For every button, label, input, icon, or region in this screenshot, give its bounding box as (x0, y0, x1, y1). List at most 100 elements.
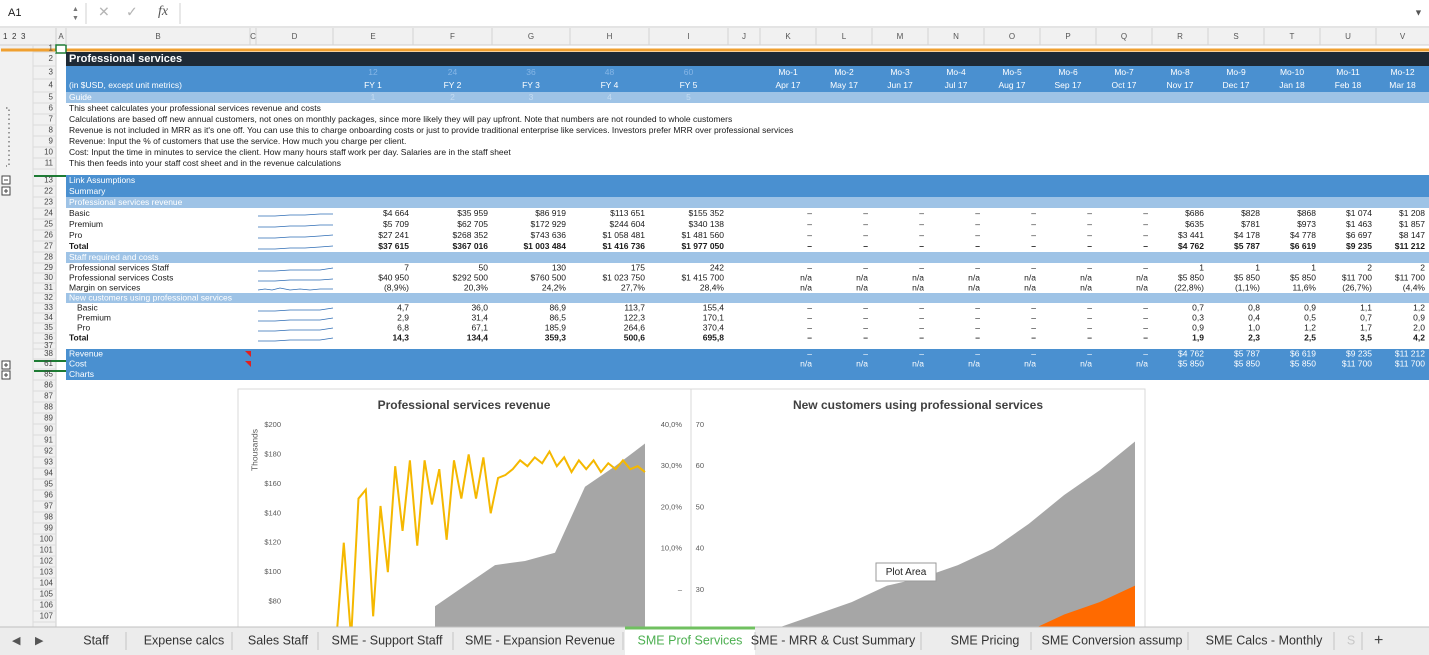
cell[interactable]: 7 (404, 262, 409, 272)
row-number[interactable]: 87 (44, 392, 53, 401)
column-header[interactable]: A (58, 32, 64, 41)
cell[interactable]: Charts (69, 369, 94, 379)
cell[interactable]: $828 (1241, 208, 1260, 218)
cell[interactable]: – (1143, 348, 1148, 358)
cell[interactable]: – (975, 219, 980, 229)
cell[interactable]: (1,1%) (1235, 282, 1260, 292)
cell[interactable]: – (863, 312, 868, 322)
cell[interactable]: – (807, 348, 812, 358)
cell[interactable]: – (863, 230, 868, 240)
cell[interactable]: 3 (529, 92, 534, 102)
column-header[interactable]: V (1400, 32, 1406, 41)
cell[interactable]: 67,1 (471, 322, 488, 332)
cell[interactable]: 500,6 (624, 332, 646, 342)
cell[interactable]: n/a (800, 358, 812, 368)
cell[interactable]: Mo-3 (890, 67, 910, 77)
cell[interactable]: – (919, 230, 924, 240)
cell[interactable]: Professional services Costs (69, 272, 173, 282)
row-number[interactable]: 100 (40, 535, 54, 544)
cell[interactable]: – (863, 219, 868, 229)
cell[interactable]: 1,9 (1192, 332, 1204, 342)
cell[interactable]: $11 212 (1395, 348, 1425, 358)
column-header[interactable]: T (1290, 32, 1295, 41)
cell[interactable]: 122,3 (624, 312, 646, 322)
cell[interactable]: – (1143, 322, 1148, 332)
cell[interactable]: n/a (800, 282, 812, 292)
column-header[interactable]: H (607, 32, 613, 41)
cell[interactable]: 2,0 (1413, 322, 1425, 332)
row-number[interactable]: 1 (49, 44, 54, 53)
cell[interactable]: $686 (1185, 208, 1204, 218)
cell[interactable]: 359,3 (545, 332, 567, 342)
cell[interactable]: – (975, 208, 980, 218)
row-number[interactable]: 89 (44, 414, 53, 423)
cell[interactable]: – (1087, 241, 1092, 251)
cell[interactable]: 12 (368, 67, 378, 77)
cell[interactable]: 31,4 (471, 312, 488, 322)
cell[interactable]: Mo-8 (1170, 67, 1190, 77)
row-number[interactable]: 7 (49, 115, 54, 124)
cell[interactable]: n/a (1136, 282, 1148, 292)
cell[interactable]: 1,2 (1413, 302, 1425, 312)
cell[interactable]: n/a (912, 282, 924, 292)
cell[interactable]: 2 (1367, 262, 1372, 272)
cell[interactable]: FY 3 (522, 80, 540, 90)
cell[interactable]: – (807, 262, 812, 272)
row-number[interactable]: 11 (45, 159, 54, 168)
fx-button[interactable]: fx (158, 4, 169, 19)
cell[interactable]: 1 (1255, 262, 1260, 272)
cell[interactable]: 0,9 (1304, 302, 1316, 312)
outline-level[interactable]: 3 (21, 32, 26, 41)
cell[interactable]: 50 (479, 262, 489, 272)
cell[interactable]: 1 (1199, 262, 1204, 272)
cell[interactable]: – (1143, 312, 1148, 322)
cell[interactable]: $4 762 (1178, 348, 1204, 358)
sheet-tab[interactable]: SME - Support Staff (332, 633, 443, 647)
cell[interactable]: $11 700 (1395, 272, 1425, 282)
cell[interactable]: 4,7 (397, 302, 409, 312)
cell[interactable]: 170,1 (703, 312, 725, 322)
cell[interactable]: Revenue is not included in MRR as it's o… (69, 125, 793, 135)
cell[interactable]: – (1031, 322, 1036, 332)
cell[interactable]: – (975, 241, 980, 251)
cell[interactable]: $9 235 (1346, 241, 1372, 251)
column-header[interactable]: P (1065, 32, 1070, 41)
cancel-icon[interactable]: ✕ (98, 4, 110, 20)
cell[interactable]: – (919, 219, 924, 229)
cell[interactable]: $5 850 (1234, 272, 1260, 282)
row-number[interactable]: 31 (44, 283, 53, 292)
cell[interactable]: Professional services Staff (69, 262, 170, 272)
cell[interactable]: – (1031, 312, 1036, 322)
cell[interactable]: – (975, 348, 980, 358)
cell[interactable]: $62 705 (457, 219, 488, 229)
cell[interactable]: – (1087, 312, 1092, 322)
cell[interactable]: $973 (1297, 219, 1316, 229)
confirm-icon[interactable]: ✓ (126, 4, 138, 20)
cell[interactable]: Link Assumptions (69, 175, 135, 185)
row-number[interactable]: 107 (40, 612, 54, 621)
cell[interactable]: $113 651 (610, 208, 645, 218)
cell[interactable]: Professional services revenue (69, 197, 183, 207)
cell[interactable]: – (1031, 230, 1036, 240)
row-number[interactable]: 23 (44, 198, 53, 207)
sheet-tab[interactable]: SME - MRR & Cust Summary (751, 633, 916, 647)
cell[interactable]: 0,7 (1192, 302, 1204, 312)
row-number[interactable]: 93 (44, 458, 53, 467)
sheet-tab[interactable]: SME Calcs - Monthly (1206, 633, 1323, 647)
cell[interactable]: – (807, 208, 812, 218)
cell[interactable]: $1 003 484 (523, 241, 566, 251)
row-number[interactable]: 26 (44, 231, 53, 240)
cell[interactable]: 28,4% (700, 282, 725, 292)
cell[interactable]: – (1087, 230, 1092, 240)
cell[interactable]: $11 700 (1395, 358, 1425, 368)
cell[interactable]: Aug 17 (999, 80, 1026, 90)
cell[interactable]: – (1031, 241, 1036, 251)
cell[interactable]: – (1143, 241, 1148, 251)
plot-area[interactable] (285, 443, 646, 639)
cell[interactable]: n/a (1024, 282, 1036, 292)
cell[interactable]: 27,7% (621, 282, 646, 292)
row-number[interactable]: 5 (49, 93, 54, 102)
row-number[interactable]: 38 (44, 349, 53, 358)
cell[interactable]: Total (69, 241, 89, 251)
cell[interactable]: 60 (684, 67, 694, 77)
